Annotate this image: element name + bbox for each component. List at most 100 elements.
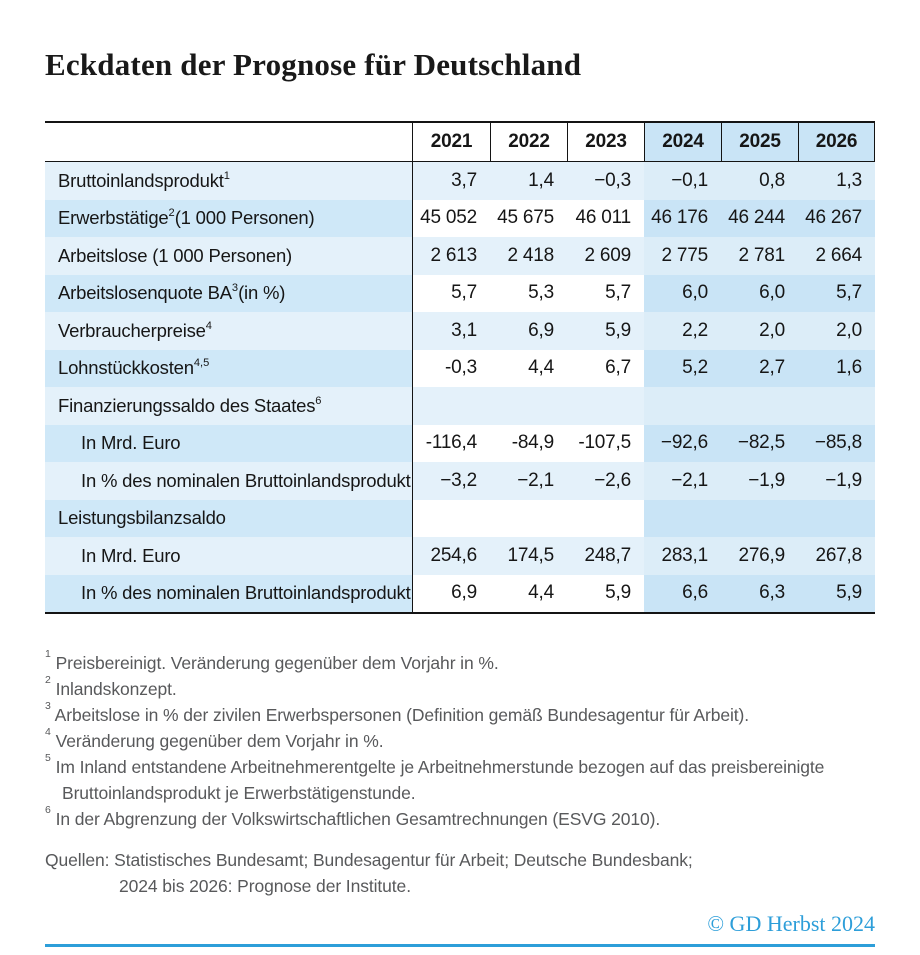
table-row: Arbeitslosenquote BA 3 (in %) 5,7 5,3 5,7 6,0… (45, 274, 875, 312)
row-label: In Mrd. Euro (45, 537, 413, 575)
table-row: Leistungsbilanzsaldo (45, 499, 875, 537)
value-cell: -116,4 (413, 424, 490, 462)
value-cell: 45 052 (413, 199, 490, 237)
table-row: In Mrd. Euro 254,6 174,5 248,7 283,1 276,9 267… (45, 537, 875, 575)
value-cell: 46 176 (644, 199, 721, 237)
header-year-2026: 2026 (798, 123, 875, 161)
value-cell: 2 664 (798, 237, 875, 275)
header-empty-cell (45, 123, 413, 161)
table-row: In % des nominalen Bruttoinlandsprodukt −… (45, 462, 875, 500)
value-cell: −0,1 (644, 162, 721, 200)
value-cell: 0,8 (721, 162, 798, 200)
row-label: Lohnstückkosten 4,5 (45, 349, 413, 387)
value-cell: 2,0 (721, 312, 798, 350)
value-cell: 5,9 (567, 574, 644, 612)
footnote-6: 6 In der Abgrenzung der Volkswirtschaftl… (45, 804, 661, 829)
value-cell: 276,9 (721, 537, 798, 575)
value-cell: 6,6 (644, 574, 721, 612)
value-cell: 254,6 (413, 537, 490, 575)
value-cell: 6,9 (413, 574, 490, 612)
value-cell: −82,5 (721, 424, 798, 462)
footnote-1: 1 Preisbereinigt. Veränderung gegenüber … (45, 648, 499, 673)
value-cell (721, 387, 798, 425)
value-cell: 46 244 (721, 199, 798, 237)
value-cell: 6,0 (721, 274, 798, 312)
header-year-2024: 2024 (644, 123, 721, 161)
header-year-2023: 2023 (567, 123, 644, 161)
value-cell: 5,7 (798, 274, 875, 312)
footnote-4: 4 Veränderung gegenüber dem Vorjahr in %… (45, 726, 384, 751)
value-cell: −3,2 (413, 462, 490, 500)
table-row: Erwerbstätige 2 (1 000 Personen) 45 052 45 … (45, 199, 875, 237)
value-cell: 6,7 (567, 349, 644, 387)
value-cell: 3,7 (413, 162, 490, 200)
table-row: Verbraucherpreise 4 3,1 6,9 5,9 2,2 2,0 2,0 (45, 312, 875, 350)
sources-line-1: Quellen: Statistisches Bundesamt; Bundes… (45, 850, 693, 870)
value-cell (413, 387, 490, 425)
value-cell: 6,9 (490, 312, 567, 350)
row-label: Leistungsbilanzsaldo (45, 499, 413, 537)
bottom-rule (45, 944, 875, 947)
footnote-2: 2 Inlandskonzept. (45, 674, 177, 699)
value-cell: 5,3 (490, 274, 567, 312)
footnote-5: 5 Im Inland entstandene Arbeitnehmerentg… (45, 752, 825, 803)
value-cell: 2,2 (644, 312, 721, 350)
value-cell: 6,3 (721, 574, 798, 612)
value-cell: 248,7 (567, 537, 644, 575)
table-body: Bruttoinlandsprodukt 1 3,7 1,4 −0,3 −0,1 0,8 1,… (45, 162, 875, 612)
footnote-3: 3 Arbeitslose in % der zivilen Erwerbspe… (45, 700, 750, 725)
table-row: Arbeitslose (1 000 Personen) 2 613 2 418 2 … (45, 237, 875, 275)
value-cell: −2,6 (567, 462, 644, 500)
value-cell: −1,9 (721, 462, 798, 500)
value-cell: 174,5 (490, 537, 567, 575)
value-cell (567, 387, 644, 425)
value-cell: 5,9 (798, 574, 875, 612)
value-cell: 4,4 (490, 574, 567, 612)
value-cell: 1,3 (798, 162, 875, 200)
value-cell: 46 011 (567, 199, 644, 237)
value-cell: 2 775 (644, 237, 721, 275)
figure-title: Eckdaten der Prognose für Deutschland (45, 47, 582, 82)
value-cell (798, 387, 875, 425)
header-year-2025: 2025 (721, 123, 798, 161)
row-label: In % des nominalen Bruttoinlandsprodukt (45, 462, 413, 500)
footnotes: 1 Preisbereinigt. Veränderung gegenüber … (45, 648, 875, 832)
table-row: In Mrd. Euro -116,4 -84,9 -107,5 −92,6 −82,5−… (45, 424, 875, 462)
value-cell: −1,9 (798, 462, 875, 500)
row-label: In Mrd. Euro (45, 424, 413, 462)
value-cell: 283,1 (644, 537, 721, 575)
value-cell: -107,5 (567, 424, 644, 462)
value-cell: −2,1 (490, 462, 567, 500)
value-cell: −85,8 (798, 424, 875, 462)
sources-block: Quellen: Statistisches Bundesamt; Bundes… (45, 847, 875, 899)
table-row: Bruttoinlandsprodukt 1 3,7 1,4 −0,3 −0,1 0,8 1,… (45, 162, 875, 200)
value-cell (644, 499, 721, 537)
value-cell: 5,7 (413, 274, 490, 312)
value-cell: -84,9 (490, 424, 567, 462)
value-cell (721, 499, 798, 537)
row-label: Bruttoinlandsprodukt 1 (45, 162, 413, 200)
header-year-2022: 2022 (490, 123, 567, 161)
value-cell: 267,8 (798, 537, 875, 575)
row-label: Arbeitslosenquote BA 3 (in %) (45, 274, 413, 312)
table-row: Finanzierungssaldo des Staates 6 (45, 387, 875, 425)
value-cell: −2,1 (644, 462, 721, 500)
value-cell (490, 499, 567, 537)
value-cell: −92,6 (644, 424, 721, 462)
value-cell: 4,4 (490, 349, 567, 387)
value-cell: 45 675 (490, 199, 567, 237)
forecast-table: 2021 2022 2023 2024 2025 2026 Bruttoinlandspr… (45, 121, 875, 614)
value-cell (490, 387, 567, 425)
value-cell: 2,0 (798, 312, 875, 350)
table-row: In % des nominalen Bruttoinlandsprodukt 6… (45, 574, 875, 612)
value-cell: 2 613 (413, 237, 490, 275)
value-cell: 5,9 (567, 312, 644, 350)
value-cell (798, 499, 875, 537)
row-label: In % des nominalen Bruttoinlandsprodukt (45, 574, 413, 612)
value-cell: 2 609 (567, 237, 644, 275)
copyright-note: © GD Herbst 2024 (707, 911, 875, 936)
value-cell: 5,2 (644, 349, 721, 387)
table-header-row: 2021 2022 2023 2024 2025 2026 (45, 123, 875, 162)
value-cell: 2 781 (721, 237, 798, 275)
